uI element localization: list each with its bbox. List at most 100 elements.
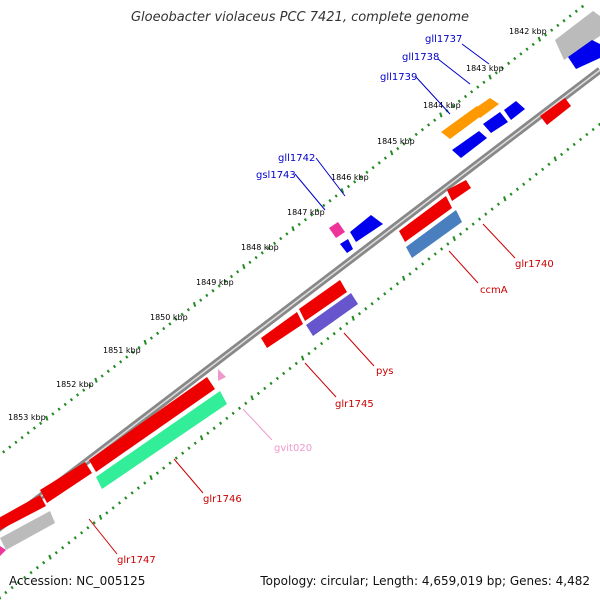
callout-glr1747	[88, 518, 118, 555]
minor-tick	[580, 4, 585, 9]
gene-label-glr1745[interactable]: glr1745	[335, 399, 374, 410]
kbp-label: 1842 kbp	[509, 27, 547, 36]
minor-tick	[566, 147, 570, 152]
minor-tick	[465, 227, 469, 231]
gene-glr1747-b[interactable]	[0, 495, 46, 530]
minor-tick	[376, 297, 381, 301]
callout-gll1737	[461, 43, 490, 65]
minor-tick	[359, 175, 363, 179]
gene-label-gll1742[interactable]: gll1742	[278, 153, 315, 164]
gene-glr1745-b[interactable]	[299, 280, 347, 321]
minor-tick	[75, 393, 80, 397]
gene-glr1746-green[interactable]	[96, 391, 227, 489]
major-tick	[351, 315, 355, 321]
minor-tick	[490, 207, 494, 211]
minor-tick	[303, 218, 308, 222]
callout-glr1740	[482, 223, 516, 259]
plus-strand-genes	[0, 98, 571, 556]
gene-glr1740[interactable]	[399, 196, 452, 242]
gene-gll1739-orange-a[interactable]	[441, 106, 485, 139]
minor-tick	[105, 511, 109, 515]
minor-tick	[326, 336, 330, 341]
gene-gll1738[interactable]	[568, 40, 600, 69]
minor-tick	[345, 322, 349, 326]
gene-gll1742[interactable]	[350, 215, 383, 242]
major-tick	[291, 226, 295, 232]
minor-tick	[124, 496, 128, 500]
minor-tick	[285, 232, 289, 236]
gene-gll1737[interactable]	[555, 11, 600, 60]
major-tick	[401, 275, 406, 281]
minor-tick	[463, 94, 468, 99]
gene-label-glr1746[interactable]: glr1746	[203, 494, 242, 505]
callout-gll1738	[437, 58, 471, 85]
minor-tick	[282, 371, 286, 376]
major-tick	[300, 355, 305, 361]
minor-tick	[263, 386, 267, 391]
gene-gll1739-blue-a[interactable]	[504, 101, 525, 120]
minor-tick	[236, 270, 240, 274]
minor-tick	[433, 118, 437, 122]
gene-glr1746-a[interactable]	[89, 377, 215, 472]
gene-gsl1743[interactable]	[340, 239, 353, 253]
minor-tick	[389, 287, 393, 291]
minor-tick	[73, 536, 77, 540]
minor-tick	[470, 90, 474, 94]
major-tick	[192, 301, 197, 308]
minor-tick	[2, 450, 6, 454]
minor-tick	[131, 350, 135, 354]
minor-tick	[117, 501, 122, 505]
minor-tick	[100, 374, 104, 378]
minor-tick	[88, 383, 92, 388]
minor-tick	[316, 208, 320, 212]
gene-pys[interactable]	[306, 293, 358, 336]
major-tick	[242, 263, 246, 270]
minor-tick	[550, 28, 554, 32]
minor-tick	[383, 156, 388, 160]
gene-label-group: gll1737 gll1738 gll1739 gll1742 gsl1743 …	[117, 34, 554, 566]
gene-label-ccmA[interactable]: ccmA	[480, 285, 508, 296]
minor-tick	[38, 421, 43, 426]
gene-label-gsl1743[interactable]: gsl1743	[256, 170, 296, 181]
gene-pink-edge[interactable]	[0, 546, 6, 556]
minor-tick	[231, 411, 235, 415]
minor-tick	[186, 308, 191, 312]
gene-glr1747-grey[interactable]	[0, 511, 55, 550]
minor-tick	[155, 471, 160, 475]
gene-label-pys[interactable]: pys	[376, 366, 393, 377]
gene-label-glr1740[interactable]: glr1740	[515, 259, 554, 270]
kbp-label: 1847 kbp	[287, 208, 325, 217]
gene-red-1841[interactable]	[540, 98, 571, 125]
gene-glr1740-b[interactable]	[447, 180, 471, 201]
minor-tick	[82, 388, 86, 392]
minor-tick	[51, 412, 55, 416]
gene-gll1739-blue-c[interactable]	[452, 131, 487, 158]
minor-tick	[67, 541, 71, 545]
gene-small-pink[interactable]	[329, 222, 345, 238]
minor-tick	[585, 132, 589, 137]
gene-gvit020[interactable]	[218, 369, 226, 381]
minor-tick	[174, 456, 178, 460]
minor-tick	[332, 331, 336, 336]
minor-tick	[275, 376, 280, 381]
gene-label-gll1738[interactable]: gll1738	[402, 52, 439, 63]
gene-label-gll1739[interactable]: gll1739	[380, 72, 417, 83]
gene-glr1745-a[interactable]	[261, 312, 303, 348]
gene-label-gll1737[interactable]: gll1737	[425, 34, 462, 45]
minor-tick	[528, 177, 532, 181]
gene-glr1747-a[interactable]	[40, 462, 92, 503]
callout-gvit020	[242, 408, 273, 441]
minor-tick	[458, 232, 463, 236]
kbp-label: 1843 kbp	[466, 64, 504, 73]
gene-gll1739-blue-b[interactable]	[483, 112, 508, 133]
gene-gll1739-orange-b[interactable]	[471, 98, 499, 118]
minor-tick	[307, 351, 311, 356]
minor-tick	[477, 217, 482, 221]
gene-label-gvit020[interactable]: gvit020	[274, 443, 312, 454]
gene-ccmA[interactable]	[406, 210, 462, 258]
minor-tick	[408, 137, 412, 141]
gene-label-glr1747[interactable]: glr1747	[117, 555, 156, 566]
minor-tick	[218, 421, 223, 425]
minor-tick	[61, 546, 65, 550]
